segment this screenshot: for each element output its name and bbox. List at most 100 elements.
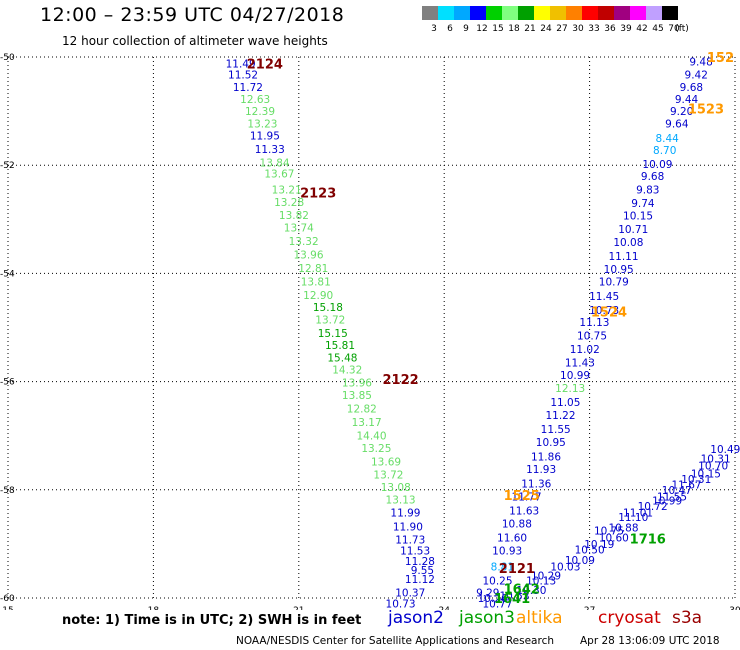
swh-value: 8.81	[491, 562, 514, 574]
pass-label: 1716	[630, 532, 666, 547]
swh-value: 12.82	[347, 404, 377, 416]
pass-label: 2121	[499, 562, 535, 577]
swh-value: 13.72	[373, 470, 403, 482]
swh-value: 9.55	[411, 565, 434, 577]
swh-value: 10.88	[608, 523, 638, 535]
swh-value: 9.64	[665, 119, 689, 131]
swh-value: 15.81	[325, 340, 355, 352]
swh-value: 12.90	[303, 290, 333, 302]
swh-value: 11.55	[657, 491, 687, 503]
chart-subtitle: 12 hour collection of altimeter wave hei…	[62, 34, 328, 48]
colorbar-label: 39	[620, 24, 632, 34]
swh-value: 10.19	[584, 539, 614, 551]
swh-value: 10.79	[599, 277, 629, 289]
swh-value: 13.84	[260, 157, 290, 169]
swh-value: 13.25	[361, 443, 391, 455]
swh-value: 11.99	[390, 508, 420, 520]
swh-value: 9.42	[685, 69, 708, 81]
swh-value: 10.31	[681, 474, 711, 486]
swh-value: 11.52	[228, 69, 258, 81]
swh-value: 10.13	[526, 576, 556, 588]
swh-value: 10.93	[492, 545, 522, 557]
x-tick-label: 15	[2, 606, 13, 610]
x-tick-label: 24	[438, 606, 450, 610]
colorbar-swatch	[534, 6, 550, 20]
credit-line: NOAA/NESDIS Center for Satellite Applica…	[236, 635, 554, 647]
swh-value: 10.09	[642, 159, 672, 171]
swh-value: 10.71	[618, 224, 648, 236]
colorbar-swatch	[646, 6, 662, 20]
colorbar-swatch	[662, 6, 678, 20]
swh-value: 15.18	[313, 302, 343, 314]
pass-label: 1642	[504, 582, 540, 597]
colorbar-label: 42	[636, 24, 647, 34]
swh-value: 10.29	[531, 570, 561, 582]
swh-value: 11.72	[233, 82, 263, 94]
swh-value: 10.37	[395, 588, 425, 600]
colorbar-label: 70	[668, 24, 680, 34]
x-tick-label: 27	[584, 606, 595, 610]
swh-value: 11.02	[570, 344, 600, 356]
swh-value: 11.43	[565, 358, 595, 370]
legend-jason2: jason2	[388, 608, 444, 628]
swh-value: 10.95	[536, 437, 566, 449]
swh-value: 10.75	[577, 331, 607, 343]
pass-label: 2123	[300, 186, 336, 201]
colorbar-label: 21	[524, 24, 535, 34]
swh-value: 11.95	[250, 130, 280, 142]
swh-value: 11.22	[545, 410, 575, 422]
swh-value: 11.53	[400, 545, 430, 557]
swh-value: 9.20	[670, 106, 693, 118]
swh-value: 10.99	[652, 496, 682, 508]
swh-value: 9.48	[689, 56, 712, 68]
swh-value: 11.45	[589, 291, 619, 303]
colorbar-swatch	[582, 6, 598, 20]
legend-jason3: jason3	[459, 608, 515, 628]
swh-value: 11.12	[405, 574, 435, 586]
swh-value: 14.32	[332, 365, 362, 377]
colorbar-swatch	[454, 6, 470, 20]
swh-value: 12.63	[240, 94, 270, 106]
x-tick-label: 30	[729, 606, 740, 610]
swh-value: 13.69	[371, 457, 401, 469]
swh-value: 9.68	[680, 82, 703, 94]
swh-value: 9.68	[641, 171, 664, 183]
colorbar-label: 30	[572, 24, 584, 34]
swh-value: 8.44	[655, 133, 679, 145]
pass-label: 1525	[504, 489, 540, 504]
swh-value: 13.74	[284, 222, 314, 234]
swh-value: 10.70	[698, 460, 728, 472]
swh-value: 13.82	[279, 210, 309, 222]
timestamp: Apr 28 13:06:09 UTC 2018	[580, 635, 720, 647]
colorbar-swatch	[438, 6, 454, 20]
colorbar-label: 36	[604, 24, 616, 34]
y-tick-label: -50	[0, 53, 15, 63]
swh-value: 12.39	[245, 106, 275, 118]
swh-value: 11.77	[512, 491, 542, 503]
altimeter-scatter-plot: 151821242730-60-58-56-54-52-5011.4911.52…	[0, 51, 740, 610]
swh-value: 10.88	[502, 518, 532, 530]
colorbar-label: 3	[431, 24, 437, 34]
swh-value: 11.33	[255, 144, 285, 156]
swh-value: 10.60	[599, 532, 629, 544]
swh-value: 13.96	[293, 249, 323, 261]
swh-value: 10.47	[662, 485, 692, 497]
swh-value: 10.09	[565, 555, 595, 567]
swh-value: 10.73	[386, 598, 416, 610]
swh-value: 13.13	[386, 495, 416, 507]
pass-label: 152	[707, 51, 734, 66]
swh-value: 10.25	[482, 576, 512, 588]
swh-value: 13.67	[264, 168, 294, 180]
swh-value: 12.13	[555, 383, 585, 395]
swh-value: 10.49	[710, 444, 740, 456]
swh-value: 10.31	[701, 453, 731, 465]
swh-value: 13.17	[352, 417, 382, 429]
swh-value: 10.08	[613, 237, 643, 249]
y-tick-label: -54	[0, 269, 15, 279]
swh-value: 14.40	[356, 431, 386, 443]
swh-value: 11.13	[579, 317, 609, 329]
legend-altika: altika	[516, 608, 563, 628]
colorbar-label: 27	[556, 24, 567, 34]
colorbar-label: 45	[652, 24, 663, 34]
colorbar-swatch	[502, 6, 518, 20]
